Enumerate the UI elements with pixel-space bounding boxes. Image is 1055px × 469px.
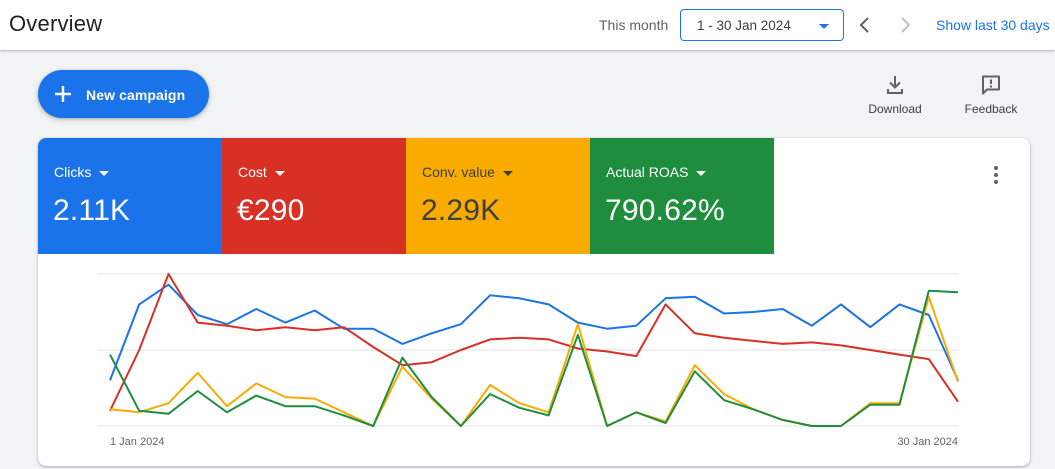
series-line-actual-roas [109, 289, 959, 427]
new-campaign-button[interactable]: New campaign [38, 70, 209, 118]
new-campaign-label: New campaign [86, 87, 186, 103]
performance-card: Clicks 2.11K Cost €290 Conv. value 2.29K… [38, 138, 1030, 466]
scorecard-value: 2.11K [53, 194, 131, 227]
download-button[interactable]: Download [862, 74, 928, 116]
download-icon [887, 76, 903, 94]
series-line-cost [109, 273, 959, 412]
caret-down-icon [502, 170, 513, 176]
page-title: Overview [9, 11, 103, 36]
more-vert-icon[interactable] [989, 164, 1003, 186]
download-label: Download [868, 102, 922, 116]
plus-icon [55, 86, 71, 102]
chevron-left-icon[interactable] [853, 13, 877, 37]
scorecard-clicks[interactable]: Clicks 2.11K [38, 138, 222, 254]
scorecard-cost[interactable]: Cost €290 [222, 138, 406, 254]
chevron-right-icon[interactable] [893, 13, 917, 37]
series-line-clicks [109, 283, 959, 381]
caret-down-icon [99, 170, 110, 176]
feedback-icon [982, 75, 1000, 95]
date-range-select[interactable]: 1 - 30 Jan 2024 [680, 9, 844, 41]
feedback-button[interactable]: Feedback [960, 74, 1022, 116]
top-bar: Overview This month 1 - 30 Jan 2024 Show… [0, 0, 1055, 50]
scorecard-value: 790.62% [605, 194, 725, 227]
caret-down-icon [696, 170, 707, 176]
show-last-30-days-link[interactable]: Show last 30 days [936, 17, 1050, 33]
scorecard-value: 2.29K [421, 194, 501, 227]
performance-line-chart: 1 Jan 2024 30 Jan 2024 [98, 273, 959, 448]
caret-down-icon [274, 170, 285, 176]
scorecard-actual-roas[interactable]: Actual ROAS 790.62% [590, 138, 774, 254]
scorecard-conv-value[interactable]: Conv. value 2.29K [406, 138, 590, 254]
caret-down-icon [819, 24, 829, 29]
feedback-label: Feedback [964, 102, 1018, 116]
scorecard-name: Conv. value [422, 164, 513, 180]
period-label: This month [599, 17, 669, 33]
x-tick-label: 1 Jan 2024 [110, 436, 164, 448]
date-range-value: 1 - 30 Jan 2024 [697, 18, 791, 33]
scorecard-name: Cost [238, 164, 285, 180]
x-tick-label: 30 Jan 2024 [897, 436, 958, 448]
scorecard-name: Actual ROAS [606, 164, 707, 180]
scorecard-name: Clicks [54, 164, 110, 180]
scorecard-value: €290 [237, 194, 305, 227]
